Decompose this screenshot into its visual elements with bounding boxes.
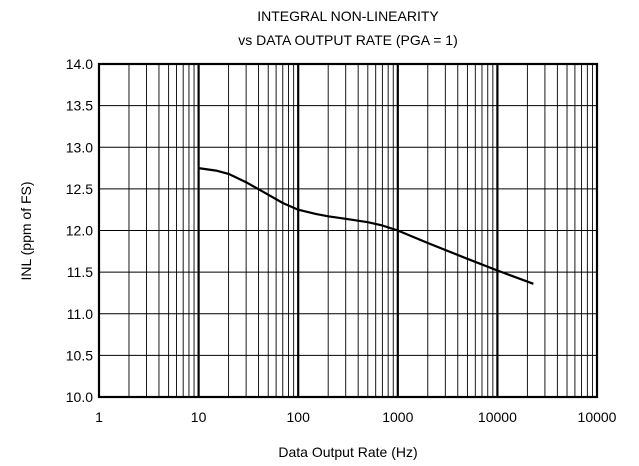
y-tick-label: 10.0: [66, 389, 93, 405]
chart-title: INTEGRAL NON-LINEARITY: [257, 8, 439, 24]
x-tick-label: 10000: [578, 409, 617, 425]
series-line: [198, 167, 534, 285]
x-axis-title: Data Output Rate (Hz): [278, 444, 417, 460]
series-layer: [198, 167, 534, 285]
y-tick-label: 11.0: [67, 306, 93, 322]
y-axis-title: INL (ppm of FS): [18, 181, 34, 280]
x-tick-label: 10: [191, 409, 207, 425]
y-tick-label: 12.0: [66, 223, 93, 239]
x-tick-label: 100: [287, 409, 311, 425]
y-tick-label: 14.0: [66, 56, 93, 72]
grid: [99, 64, 597, 397]
plot-frame: [97, 62, 599, 399]
y-tick-label: 10.5: [66, 347, 93, 363]
y-tick-label: 13.5: [66, 98, 93, 114]
y-tick-label: 13.0: [66, 139, 93, 155]
x-axis: 1 10 100 1000 10000 10000: [95, 409, 617, 425]
x-tick-label: 1000: [382, 409, 413, 425]
chart-subtitle: vs DATA OUTPUT RATE (PGA = 1): [238, 32, 458, 48]
y-tick-label: 11.5: [67, 264, 93, 280]
x-tick-label: 1: [95, 409, 103, 425]
x-tick-label: 10000: [478, 409, 517, 425]
y-axis: 10.0 10.5 11.0 11.5 12.0 12.5 13.0 13.5 14.0: [66, 56, 93, 405]
plot-border: [97, 62, 599, 399]
y-tick-label: 12.5: [66, 181, 93, 197]
